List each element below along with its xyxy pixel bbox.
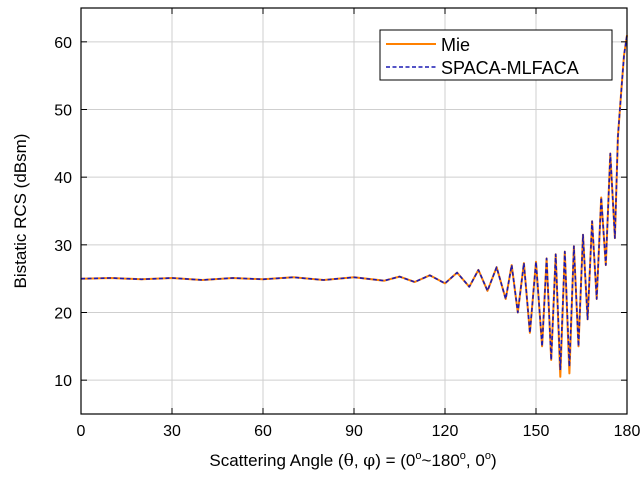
- x-tick-label: 150: [523, 423, 550, 440]
- grid: [81, 8, 627, 414]
- series-layer: [80, 34, 628, 378]
- legend-label-mie: Mie: [441, 35, 470, 55]
- x-tick-label: 0: [77, 423, 86, 440]
- legend-label-spaca-mlfaca: SPACA-MLFACA: [441, 58, 579, 78]
- x-tick-label: 30: [163, 423, 181, 440]
- x-tick-label: 90: [345, 423, 363, 440]
- y-tick-label: 60: [54, 35, 72, 52]
- y-axis-label: Bistatic RCS (dBsm): [11, 134, 30, 289]
- y-tick-label: 30: [54, 238, 72, 255]
- y-tick-label: 40: [54, 170, 72, 187]
- y-tick-label: 50: [54, 103, 72, 120]
- x-tick-label: 60: [254, 423, 272, 440]
- x-tick-label: 120: [432, 423, 459, 440]
- y-tick-label: 20: [54, 306, 72, 323]
- legend: Mie SPACA-MLFACA: [379, 29, 613, 81]
- ticks: 0 30 60 90 120 150 180 10 20 30 40 50 60: [54, 8, 640, 440]
- legend-box: [379, 29, 613, 81]
- x-axis-label: Scattering Angle (θ, φ) = (0o~180o, 0o): [209, 450, 496, 471]
- series-line-spaca-mlfaca: [80, 34, 628, 371]
- y-tick-label: 10: [54, 373, 72, 390]
- x-tick-label: 180: [614, 423, 641, 440]
